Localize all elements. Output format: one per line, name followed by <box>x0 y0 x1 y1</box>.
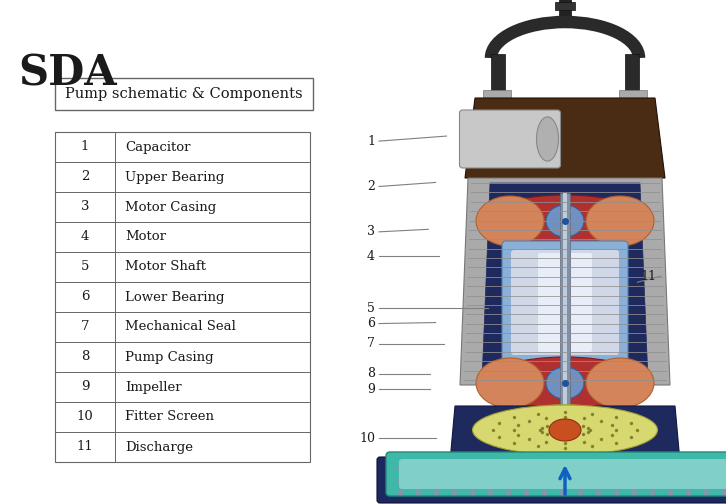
Bar <box>563 193 567 460</box>
Text: 4: 4 <box>367 249 375 263</box>
Text: Motor Shaft: Motor Shaft <box>125 261 206 274</box>
Text: 5: 5 <box>81 261 89 274</box>
Text: 1: 1 <box>367 135 375 148</box>
FancyBboxPatch shape <box>502 241 628 364</box>
FancyBboxPatch shape <box>399 459 726 489</box>
Text: 9: 9 <box>81 381 89 394</box>
Ellipse shape <box>476 358 544 408</box>
Ellipse shape <box>483 195 648 247</box>
Ellipse shape <box>586 358 654 408</box>
Text: 11: 11 <box>77 440 94 454</box>
Bar <box>619 90 647 100</box>
Text: Pump Casing: Pump Casing <box>125 350 213 363</box>
Text: 2: 2 <box>367 180 375 193</box>
FancyBboxPatch shape <box>377 457 726 503</box>
FancyBboxPatch shape <box>511 250 619 355</box>
Text: 8: 8 <box>81 350 89 363</box>
Ellipse shape <box>537 117 558 161</box>
Text: SDA: SDA <box>18 52 117 94</box>
Text: 8: 8 <box>367 367 375 381</box>
Text: 7: 7 <box>81 321 89 334</box>
Ellipse shape <box>546 205 584 237</box>
Text: Capacitor: Capacitor <box>125 141 190 154</box>
Text: 9: 9 <box>367 383 375 396</box>
Bar <box>55 78 313 110</box>
Text: 10: 10 <box>77 410 94 423</box>
Ellipse shape <box>483 357 648 409</box>
Ellipse shape <box>520 406 610 426</box>
Text: Lower Bearing: Lower Bearing <box>125 290 224 303</box>
Ellipse shape <box>549 419 581 441</box>
Text: Motor: Motor <box>125 230 166 243</box>
Bar <box>555 2 575 10</box>
FancyBboxPatch shape <box>538 253 592 352</box>
Text: 6: 6 <box>367 317 375 330</box>
Text: 1: 1 <box>81 141 89 154</box>
Ellipse shape <box>476 196 544 246</box>
Ellipse shape <box>473 405 658 455</box>
Polygon shape <box>450 406 680 462</box>
Ellipse shape <box>473 405 658 455</box>
Bar <box>559 0 571 18</box>
Ellipse shape <box>586 196 654 246</box>
Bar <box>483 90 511 100</box>
Text: 2: 2 <box>81 170 89 183</box>
Polygon shape <box>460 178 670 385</box>
Text: 6: 6 <box>81 290 89 303</box>
Text: 10: 10 <box>359 432 375 445</box>
Bar <box>491 54 505 98</box>
FancyBboxPatch shape <box>386 452 726 496</box>
Text: Motor Casing: Motor Casing <box>125 201 216 214</box>
FancyBboxPatch shape <box>460 110 560 168</box>
Polygon shape <box>482 183 648 380</box>
Ellipse shape <box>549 419 581 441</box>
Text: Impeller: Impeller <box>125 381 182 394</box>
Text: 11: 11 <box>640 270 656 283</box>
Text: Upper Bearing: Upper Bearing <box>125 170 224 183</box>
Text: 7: 7 <box>367 337 375 350</box>
Text: 3: 3 <box>81 201 89 214</box>
Text: Discharge: Discharge <box>125 440 193 454</box>
Polygon shape <box>465 98 665 178</box>
Bar <box>560 193 570 460</box>
Text: 3: 3 <box>367 225 375 238</box>
Text: Fitter Screen: Fitter Screen <box>125 410 214 423</box>
Text: Pump schematic & Components: Pump schematic & Components <box>65 87 303 101</box>
Text: Mechanical Seal: Mechanical Seal <box>125 321 236 334</box>
Bar <box>625 54 639 98</box>
Bar <box>55 132 310 462</box>
Text: 5: 5 <box>367 302 375 315</box>
Text: 4: 4 <box>81 230 89 243</box>
Ellipse shape <box>546 367 584 399</box>
